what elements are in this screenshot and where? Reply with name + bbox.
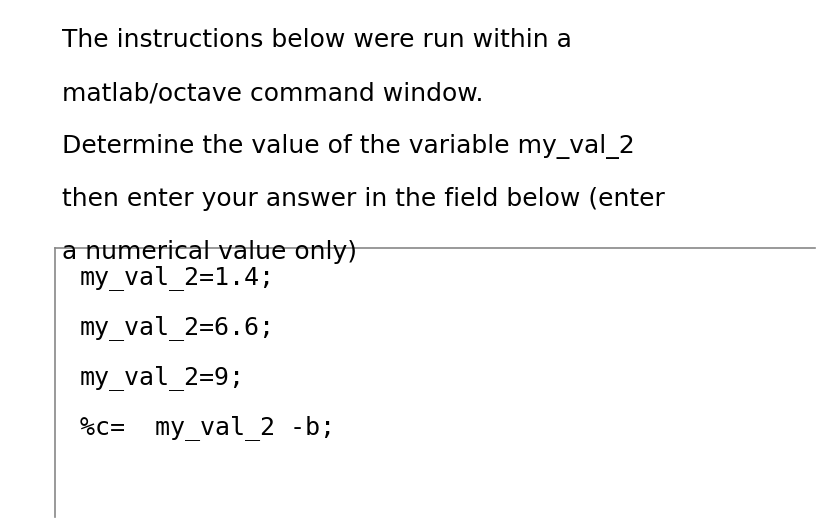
Text: then enter your answer in the field below (enter: then enter your answer in the field belo… [62, 187, 664, 211]
Text: a numerical value only): a numerical value only) [62, 240, 356, 264]
Text: Determine the value of the variable my_val_2: Determine the value of the variable my_v… [62, 134, 634, 159]
Text: %c=  my_val_2 -b;: %c= my_val_2 -b; [80, 415, 335, 440]
Text: my_val_2=1.4;: my_val_2=1.4; [80, 265, 275, 290]
Text: my_val_2=6.6;: my_val_2=6.6; [80, 315, 275, 340]
Text: matlab/octave command window.: matlab/octave command window. [62, 81, 483, 105]
Text: The instructions below were run within a: The instructions below were run within a [62, 28, 571, 52]
Text: my_val_2=9;: my_val_2=9; [80, 365, 245, 390]
